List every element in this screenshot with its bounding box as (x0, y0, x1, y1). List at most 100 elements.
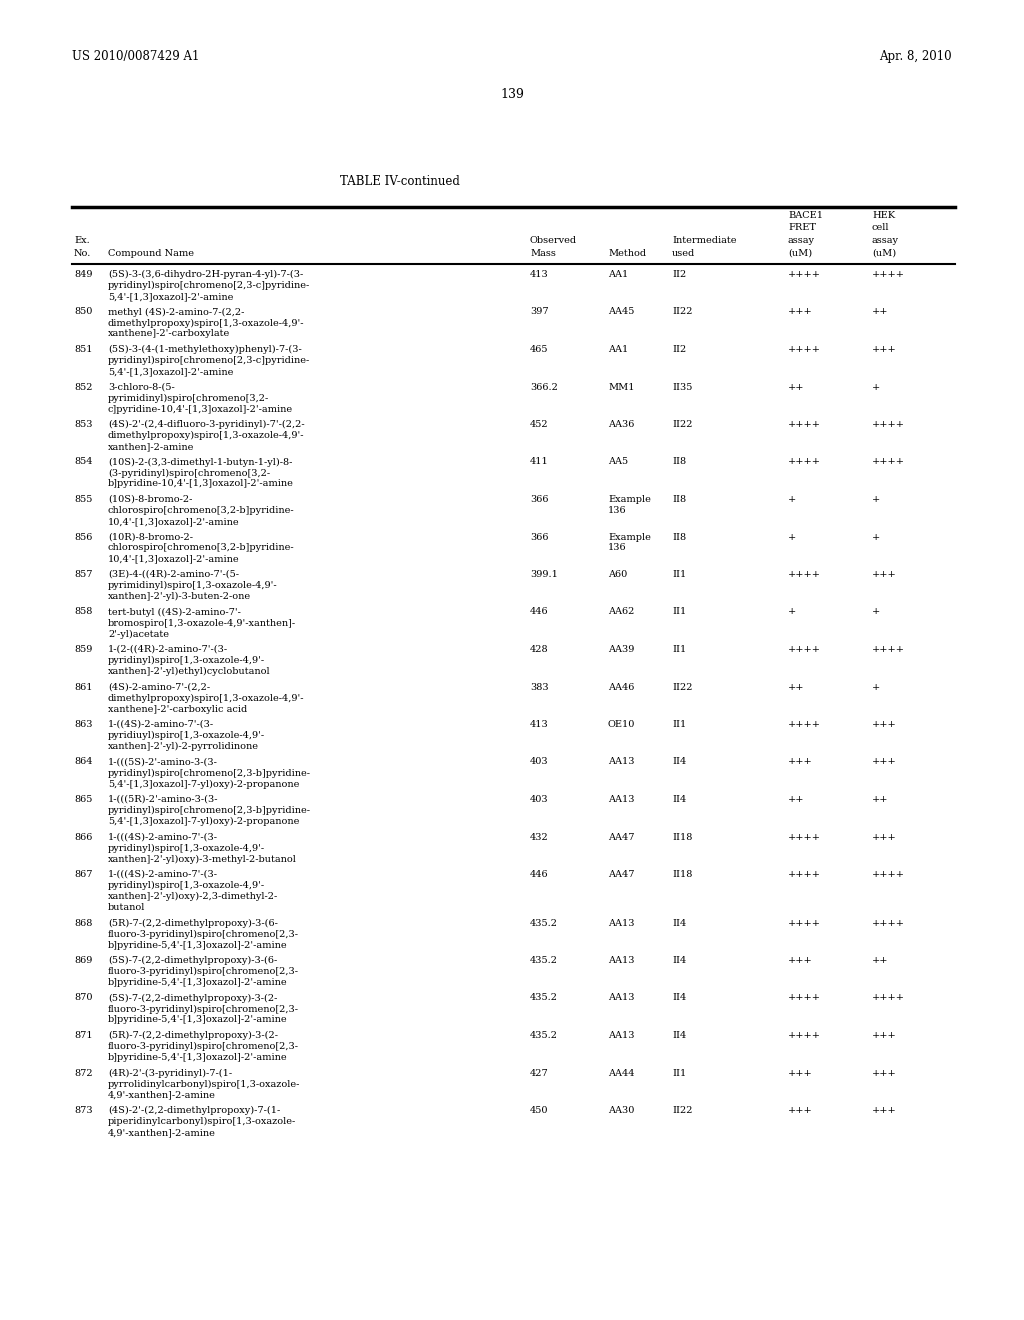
Text: AA1: AA1 (608, 345, 629, 354)
Text: +++: +++ (788, 1106, 813, 1115)
Text: 428: 428 (530, 645, 549, 653)
Text: ++++: ++++ (872, 994, 905, 1002)
Text: cell: cell (872, 223, 890, 232)
Text: +++: +++ (872, 570, 897, 579)
Text: II22: II22 (672, 1106, 692, 1115)
Text: +++: +++ (872, 758, 897, 767)
Text: 5,4'-[1,3]oxazol]-2'-amine: 5,4'-[1,3]oxazol]-2'-amine (108, 367, 233, 376)
Text: ++++: ++++ (872, 271, 905, 279)
Text: 2'-yl)acetate: 2'-yl)acetate (108, 630, 169, 639)
Text: AA46: AA46 (608, 682, 635, 692)
Text: ++: ++ (872, 308, 889, 317)
Text: (4R)-2'-(3-pyridinyl)-7-(1-: (4R)-2'-(3-pyridinyl)-7-(1- (108, 1068, 232, 1077)
Text: b]pyridine-5,4'-[1,3]oxazol]-2'-amine: b]pyridine-5,4'-[1,3]oxazol]-2'-amine (108, 1053, 288, 1063)
Text: Apr. 8, 2010: Apr. 8, 2010 (880, 50, 952, 63)
Text: 397: 397 (530, 308, 549, 317)
Text: +++: +++ (872, 833, 897, 842)
Text: ++: ++ (788, 383, 805, 392)
Text: pyrimidinyl)spiro[1,3-oxazole-4,9'-: pyrimidinyl)spiro[1,3-oxazole-4,9'- (108, 581, 278, 590)
Text: butanol: butanol (108, 903, 145, 912)
Text: Compound Name: Compound Name (108, 248, 194, 257)
Text: II4: II4 (672, 994, 686, 1002)
Text: ++++: ++++ (872, 458, 905, 466)
Text: 859: 859 (74, 645, 92, 653)
Text: 867: 867 (74, 870, 92, 879)
Text: OE10: OE10 (608, 719, 635, 729)
Text: xanthen]-2'-yl)-3-buten-2-one: xanthen]-2'-yl)-3-buten-2-one (108, 591, 251, 601)
Text: assay: assay (872, 236, 899, 246)
Text: ++++: ++++ (788, 1031, 821, 1040)
Text: TABLE IV-continued: TABLE IV-continued (340, 176, 460, 187)
Text: (10S)-2-(3,3-dimethyl-1-butyn-1-yl)-8-: (10S)-2-(3,3-dimethyl-1-butyn-1-yl)-8- (108, 458, 293, 467)
Text: 873: 873 (74, 1106, 92, 1115)
Text: ++++: ++++ (872, 420, 905, 429)
Text: (5R)-7-(2,2-dimethylpropoxy)-3-(2-: (5R)-7-(2,2-dimethylpropoxy)-3-(2- (108, 1031, 278, 1040)
Text: 855: 855 (74, 495, 92, 504)
Text: (5S)-7-(2,2-dimethylpropoxy)-3-(6-: (5S)-7-(2,2-dimethylpropoxy)-3-(6- (108, 956, 278, 965)
Text: AA13: AA13 (608, 795, 635, 804)
Text: (5S)-3-(4-(1-methylethoxy)phenyl)-7-(3-: (5S)-3-(4-(1-methylethoxy)phenyl)-7-(3- (108, 345, 302, 354)
Text: 432: 432 (530, 833, 549, 842)
Text: 452: 452 (530, 420, 549, 429)
Text: FRET: FRET (788, 223, 816, 232)
Text: 450: 450 (530, 1106, 549, 1115)
Text: ++: ++ (788, 682, 805, 692)
Text: assay: assay (788, 236, 815, 246)
Text: AA47: AA47 (608, 870, 635, 879)
Text: II22: II22 (672, 308, 692, 317)
Text: II8: II8 (672, 532, 686, 541)
Text: +++: +++ (788, 308, 813, 317)
Text: AA1: AA1 (608, 271, 629, 279)
Text: ++++: ++++ (788, 271, 821, 279)
Text: II4: II4 (672, 795, 686, 804)
Text: +++: +++ (872, 1106, 897, 1115)
Text: piperidinylcarbonyl)spiro[1,3-oxazole-: piperidinylcarbonyl)spiro[1,3-oxazole- (108, 1117, 296, 1126)
Text: II22: II22 (672, 420, 692, 429)
Text: xanthene]-2'-carboxylic acid: xanthene]-2'-carboxylic acid (108, 705, 247, 714)
Text: ++++: ++++ (872, 870, 905, 879)
Text: 5,4'-[1,3]oxazol]-7-yl)oxy)-2-propanone: 5,4'-[1,3]oxazol]-7-yl)oxy)-2-propanone (108, 780, 299, 788)
Text: Method: Method (608, 248, 646, 257)
Text: 871: 871 (74, 1031, 92, 1040)
Text: +++: +++ (788, 956, 813, 965)
Text: c]pyridine-10,4'-[1,3]oxazol]-2'-amine: c]pyridine-10,4'-[1,3]oxazol]-2'-amine (108, 404, 293, 413)
Text: (5S)-3-(3,6-dihydro-2H-pyran-4-yl)-7-(3-: (5S)-3-(3,6-dihydro-2H-pyran-4-yl)-7-(3- (108, 271, 303, 279)
Text: (5S)-7-(2,2-dimethylpropoxy)-3-(2-: (5S)-7-(2,2-dimethylpropoxy)-3-(2- (108, 994, 278, 1003)
Text: +: + (788, 532, 797, 541)
Text: ++: ++ (872, 956, 889, 965)
Text: 10,4'-[1,3]oxazol]-2'-amine: 10,4'-[1,3]oxazol]-2'-amine (108, 554, 240, 564)
Text: 854: 854 (74, 458, 92, 466)
Text: ++++: ++++ (788, 645, 821, 653)
Text: II4: II4 (672, 1031, 686, 1040)
Text: HEK: HEK (872, 211, 895, 220)
Text: ++: ++ (872, 795, 889, 804)
Text: b]pyridine-10,4'-[1,3]oxazol]-2'-amine: b]pyridine-10,4'-[1,3]oxazol]-2'-amine (108, 479, 294, 488)
Text: +++: +++ (872, 719, 897, 729)
Text: AA36: AA36 (608, 420, 635, 429)
Text: 366: 366 (530, 495, 549, 504)
Text: pyridinyl)spiro[1,3-oxazole-4,9'-: pyridinyl)spiro[1,3-oxazole-4,9'- (108, 656, 265, 665)
Text: 865: 865 (74, 795, 92, 804)
Text: +++: +++ (788, 1068, 813, 1077)
Text: +: + (788, 607, 797, 616)
Text: II8: II8 (672, 458, 686, 466)
Text: 427: 427 (530, 1068, 549, 1077)
Text: (3E)-4-((4R)-2-amino-7'-(5-: (3E)-4-((4R)-2-amino-7'-(5- (108, 570, 239, 579)
Text: pyridinyl)spiro[1,3-oxazole-4,9'-: pyridinyl)spiro[1,3-oxazole-4,9'- (108, 880, 265, 890)
Text: 861: 861 (74, 682, 92, 692)
Text: AA62: AA62 (608, 607, 635, 616)
Text: ++: ++ (788, 795, 805, 804)
Text: +: + (872, 383, 881, 392)
Text: fluoro-3-pyridinyl)spiro[chromeno[2,3-: fluoro-3-pyridinyl)spiro[chromeno[2,3- (108, 1005, 299, 1014)
Text: (4S)-2'-(2,2-dimethylpropoxy)-7-(1-: (4S)-2'-(2,2-dimethylpropoxy)-7-(1- (108, 1106, 281, 1115)
Text: pyridinyl)spiro[chromeno[2,3-c]pyridine-: pyridinyl)spiro[chromeno[2,3-c]pyridine- (108, 281, 310, 290)
Text: 1-(((5R)-2'-amino-3-(3-: 1-(((5R)-2'-amino-3-(3- (108, 795, 218, 804)
Text: A60: A60 (608, 570, 628, 579)
Text: xanthene]-2'-carboxylate: xanthene]-2'-carboxylate (108, 330, 230, 338)
Text: 4,9'-xanthen]-2-amine: 4,9'-xanthen]-2-amine (108, 1090, 216, 1100)
Text: 139: 139 (500, 88, 524, 102)
Text: 383: 383 (530, 682, 549, 692)
Text: AA13: AA13 (608, 956, 635, 965)
Text: 5,4'-[1,3]oxazol]-2'-amine: 5,4'-[1,3]oxazol]-2'-amine (108, 292, 233, 301)
Text: II22: II22 (672, 682, 692, 692)
